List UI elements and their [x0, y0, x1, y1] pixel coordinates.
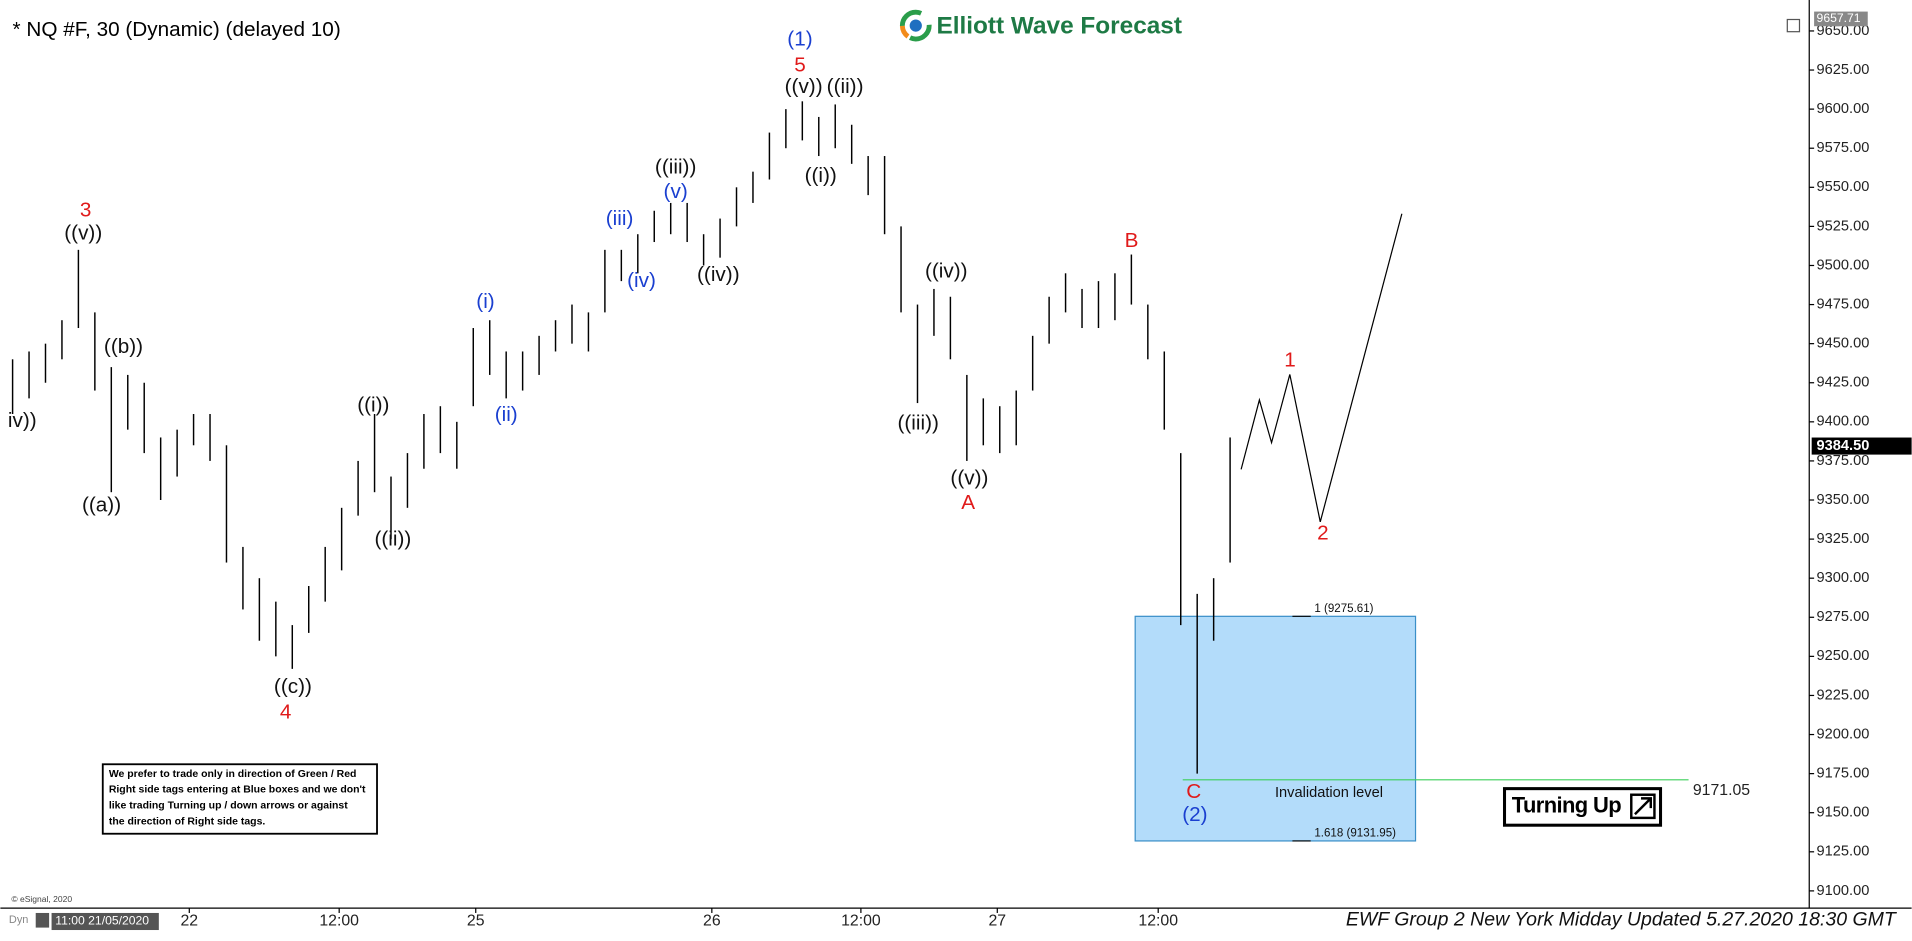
- wave-label: ((v)): [64, 221, 102, 244]
- note-line: Right side tags entering at Blue boxes a…: [109, 785, 366, 796]
- y-tick-label: 9125.00: [1817, 844, 1870, 860]
- x-tick-label: 26: [703, 913, 721, 930]
- wave-label: ((v)): [785, 75, 823, 98]
- invalidation-value: 9171.05: [1693, 782, 1750, 799]
- y-tick-label: 9175.00: [1817, 765, 1870, 781]
- wave-labels: 3 ((v)) iv)) ((b)) ((a)) ((c)) 4 ((i)) (…: [8, 28, 1329, 826]
- wave-label: (iii): [606, 207, 634, 230]
- y-tick-label: 9300.00: [1817, 570, 1870, 586]
- wave-label: (v): [664, 180, 688, 203]
- y-tick-label: 9400.00: [1817, 414, 1870, 430]
- note-frame: [101, 763, 378, 835]
- start-box: [51, 912, 159, 931]
- x-tick-label: 12:00: [841, 913, 881, 930]
- y-tick-label: 9550.00: [1817, 179, 1870, 195]
- y-tick-label: 9575.00: [1817, 140, 1870, 156]
- note-box: We prefer to trade only in direction of …: [101, 763, 378, 835]
- y-tick-label: 9225.00: [1817, 687, 1870, 703]
- copyright: © eSignal, 2020: [11, 894, 72, 904]
- x-tick-label: 12:00: [319, 913, 359, 930]
- y-tick-label: 9525.00: [1817, 218, 1870, 234]
- y-tick-label: 9425.00: [1817, 375, 1870, 391]
- logo-background: [893, 7, 1192, 44]
- dyn-icon: [35, 912, 50, 928]
- wave-label: ((iii)): [898, 412, 939, 435]
- wave-label: ((iii)): [655, 156, 696, 179]
- wave-label: ((iv)): [697, 263, 740, 286]
- start-label: 11:00 21/05/2020: [55, 914, 149, 928]
- badge-text: Turning Up: [1512, 793, 1621, 818]
- y-tick-label: 9375.00: [1817, 453, 1870, 469]
- y-tick-label: 9325.00: [1817, 531, 1870, 547]
- wave-label: ((i)): [357, 393, 389, 416]
- wave-label: ((ii)): [374, 527, 411, 550]
- y-tick-label: 9275.00: [1817, 609, 1870, 625]
- note-line: We prefer to trade only in direction of …: [109, 769, 357, 780]
- wave-label: ((v)): [950, 467, 988, 490]
- logo: Elliott Wave Forecast: [893, 7, 1192, 44]
- badge-icon: [1630, 793, 1656, 820]
- wave-label: ((iv)): [925, 259, 968, 282]
- wave-label: 3: [80, 198, 92, 221]
- wave-label: ((b)): [104, 335, 143, 358]
- y-tick-label: 9650.00: [1817, 23, 1870, 39]
- projection-path: [1240, 213, 1403, 523]
- x-tick-label: 27: [988, 913, 1006, 930]
- y-tick-label: 9250.00: [1817, 648, 1870, 664]
- wave-label: ((ii)): [827, 75, 864, 98]
- wave-label: (i): [476, 290, 494, 313]
- wave-label: A: [961, 491, 975, 514]
- y-tick-label: 9200.00: [1817, 726, 1870, 742]
- x-tick-label: 25: [467, 913, 485, 930]
- y-tick-label: 9475.00: [1817, 296, 1870, 312]
- footer: EWF Group 2 New York Midday Updated 5.27…: [1346, 908, 1898, 930]
- wave-label: 5: [794, 53, 806, 76]
- x-tick-label: 22: [180, 913, 198, 930]
- y-tick-label: 9625.00: [1817, 62, 1870, 78]
- y-tick-label: 9600.00: [1817, 101, 1870, 117]
- panel-icon: [1786, 18, 1801, 33]
- y-tick-label: 9450.00: [1817, 336, 1870, 352]
- note-line: the direction of Right side tags.: [109, 816, 266, 827]
- wave-label: (iv): [627, 269, 656, 292]
- wave-label: ((c)): [274, 675, 312, 698]
- logo-icon: [899, 9, 932, 42]
- logo-icon: [909, 19, 922, 32]
- last-price-label: 9384.50: [1817, 438, 1870, 454]
- note-line: like trading Turning up / down arrows or…: [109, 800, 348, 811]
- y-tick-label: 9350.00: [1817, 492, 1870, 508]
- logo-text: Elliott Wave Forecast: [936, 12, 1181, 39]
- wave-label: ((a)): [82, 493, 121, 516]
- wave-label: (1): [787, 28, 812, 51]
- y-tick-label: 9150.00: [1817, 805, 1870, 821]
- fib-label: 1.618 (9131.95): [1314, 828, 1396, 840]
- y-tick-label: 9100.00: [1817, 883, 1870, 899]
- wave-label: 2: [1317, 521, 1329, 544]
- y-tick-label: 9500.00: [1817, 257, 1870, 273]
- wave-label: B: [1125, 229, 1139, 252]
- badge-arrow: [1634, 797, 1652, 816]
- last-price-tag: [1811, 437, 1912, 455]
- wave-label: 4: [280, 701, 292, 724]
- invalidation-label: Invalidation level: [1275, 785, 1383, 801]
- wave-label: 1: [1284, 348, 1296, 371]
- turning-up-badge: Turning Up: [1502, 787, 1663, 827]
- wave-label: (ii): [495, 403, 518, 426]
- top-price-tag: [1814, 11, 1868, 27]
- wave-label: (2): [1182, 803, 1207, 826]
- x-tick-label: 12:00: [1138, 913, 1178, 930]
- wave-label: C: [1186, 780, 1201, 803]
- fib-label: 1 (9275.61): [1314, 603, 1373, 615]
- chart-title: * NQ #F, 30 (Dynamic) (delayed 10): [13, 18, 341, 41]
- dyn-label: Dyn: [9, 914, 29, 926]
- blue-box: [1134, 615, 1417, 842]
- top-price-label: 9657.71: [1817, 11, 1861, 25]
- wave-label: iv)): [8, 409, 37, 432]
- wave-label: ((i)): [805, 164, 837, 187]
